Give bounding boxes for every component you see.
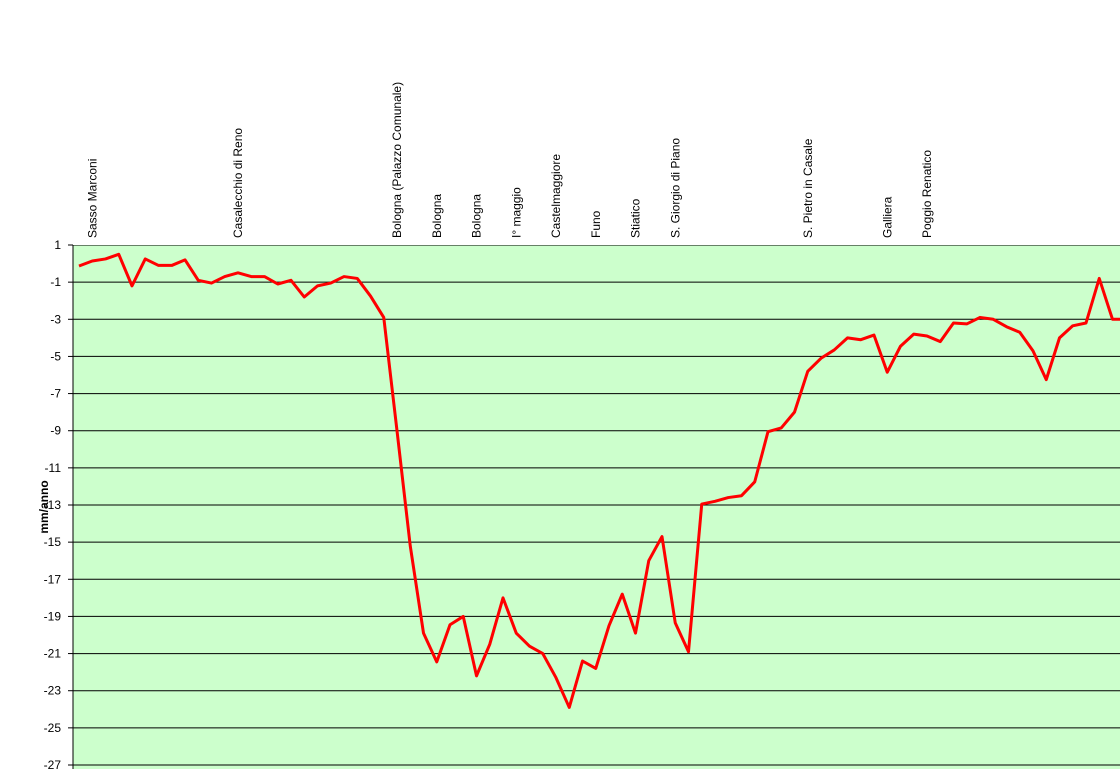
x-category-label: S. Giorgio di Piano — [668, 138, 682, 238]
series — [78, 252, 1120, 709]
x-category-label: Galliera — [880, 196, 894, 238]
y-tick-label: -7 — [50, 387, 61, 401]
y-tick-label: -15 — [44, 535, 62, 549]
x-category-label: S. Pietro in Casale — [801, 138, 815, 238]
grid — [73, 245, 1120, 766]
x-category-label: Bologna — [430, 194, 444, 238]
line-series — [78, 252, 1120, 709]
x-category-label: Castelmaggiore — [549, 154, 563, 238]
x-category-label: Sasso Marconi — [85, 159, 99, 238]
y-tick-label: -21 — [44, 647, 62, 661]
x-category-label: Casalecchio di Reno — [231, 128, 245, 238]
y-tick-label: 1 — [54, 238, 61, 252]
x-category-label: Bologna (Palazzo Comunale) — [390, 82, 404, 238]
x-category-label: I° maggio — [509, 187, 523, 238]
x-category-label: Stiatico — [629, 198, 643, 238]
x-category-label: Funo — [589, 210, 603, 238]
y-tick-label: -5 — [50, 349, 61, 363]
y-tick-label: -19 — [44, 609, 62, 623]
y-tick-label: -3 — [50, 312, 61, 326]
x-category-label: Bologna — [470, 194, 484, 238]
y-tick-label: -17 — [44, 572, 62, 586]
y-tick-label: -9 — [50, 424, 61, 438]
y-tick-label: -1 — [50, 275, 61, 289]
y-tick-label: -25 — [44, 721, 62, 735]
y-tick-label: -23 — [44, 684, 62, 698]
y-axis-label: mm/anno — [37, 480, 51, 533]
x-category-label: Poggio Renatico — [920, 150, 934, 238]
y-tick-label: -13 — [44, 498, 62, 512]
y-tick-label: -11 — [45, 461, 62, 475]
y-tick-label: -27 — [44, 758, 62, 769]
